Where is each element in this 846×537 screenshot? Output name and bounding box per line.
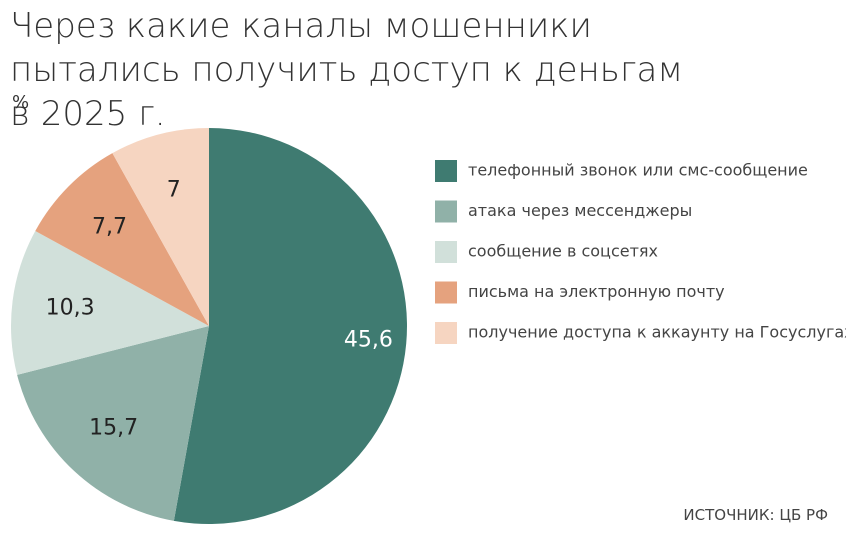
legend-swatch <box>435 200 457 223</box>
chart-title: Через какие каналы мошенники пытались по… <box>10 6 684 134</box>
data-label: 7,7 <box>92 214 127 239</box>
data-label: 7 <box>167 178 181 203</box>
pie-slice <box>11 230 209 375</box>
legend-swatch <box>435 241 457 263</box>
legend-label: письма на электронную почту <box>468 282 725 301</box>
data-label: 10,3 <box>46 295 95 320</box>
legend-label: сообщение в соцсетях <box>468 242 658 261</box>
chart-subtitle: % <box>12 92 30 113</box>
data-label: 45,6 <box>344 327 393 352</box>
legend-swatch <box>435 160 457 182</box>
legend-swatch <box>435 281 457 304</box>
legend-label: телефонный звонок или смс-сообщение <box>468 161 808 180</box>
pie-slice <box>112 128 209 326</box>
legend-label: атака через мессенджеры <box>468 201 692 220</box>
data-label: 15,7 <box>89 415 138 440</box>
legend-swatch <box>435 322 457 344</box>
pie-slice <box>17 326 209 521</box>
legend-label: получение доступа к аккаунту на Госуслуг… <box>468 323 846 342</box>
source-note: ИСТОЧНИК: ЦБ РФ <box>683 506 828 524</box>
pie-slice <box>35 153 209 326</box>
pie-slice <box>173 128 407 524</box>
